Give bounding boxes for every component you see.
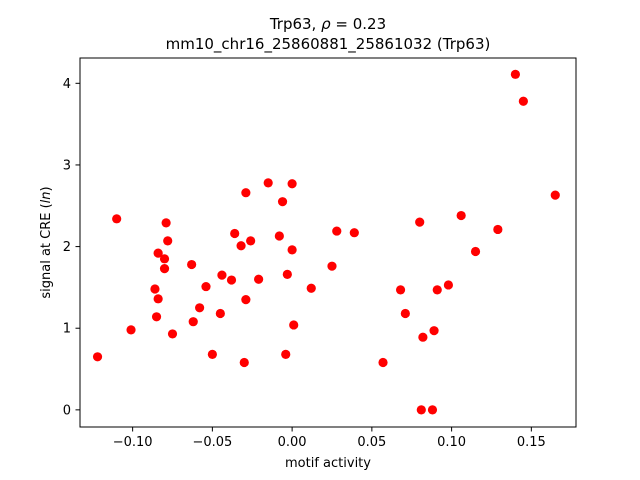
- data-point: [415, 217, 425, 227]
- data-point: [207, 349, 217, 359]
- data-point: [281, 349, 291, 359]
- data-point: [443, 280, 454, 290]
- data-point: [241, 295, 251, 305]
- data-point: [161, 218, 171, 228]
- chart-subtitle: mm10_chr16_25860881_25861032 (Trp63): [166, 35, 491, 54]
- data-point: [230, 228, 240, 239]
- data-point: [418, 332, 428, 342]
- data-point: [126, 325, 136, 335]
- chart-title-suffix: = 0.23: [331, 15, 387, 33]
- x-tick-label: −0.10: [113, 435, 153, 450]
- data-point: [332, 226, 342, 236]
- data-point: [427, 405, 438, 415]
- data-point: [188, 317, 198, 327]
- data-point: [429, 326, 439, 336]
- data-point: [226, 275, 237, 285]
- data-point: [112, 214, 122, 224]
- data-point: [153, 248, 163, 258]
- data-point: [236, 241, 246, 251]
- data-point: [456, 210, 466, 221]
- y-axis-label-suffix: ): [39, 186, 54, 191]
- data-point: [493, 224, 503, 235]
- data-point: [470, 246, 481, 257]
- data-point: [510, 69, 520, 79]
- x-axis-ticks: −0.10 −0.05 0.00 0.05 0.10 0.15: [113, 427, 546, 450]
- x-tick-label: 0.10: [437, 435, 466, 450]
- y-tick-label: 0: [63, 403, 71, 418]
- data-point: [239, 357, 249, 368]
- data-point: [150, 284, 160, 294]
- data-points: [92, 69, 560, 415]
- y-tick-label: 2: [63, 240, 71, 255]
- data-point: [92, 352, 103, 362]
- data-point: [159, 264, 170, 274]
- y-tick-label: 1: [63, 322, 71, 337]
- x-axis-label: motif activity: [285, 456, 371, 471]
- data-point: [254, 274, 264, 284]
- data-point: [282, 269, 292, 279]
- data-point: [246, 236, 256, 246]
- data-point: [550, 190, 560, 200]
- chart-title-rho: ρ: [321, 15, 331, 33]
- y-axis-label: signal at CRE (ln): [39, 186, 54, 298]
- data-point: [432, 285, 442, 295]
- y-axis-label-unit: ln: [39, 191, 54, 203]
- y-tick-label: 3: [63, 158, 71, 173]
- data-point: [163, 236, 173, 246]
- data-point: [153, 294, 163, 304]
- data-point: [187, 259, 197, 270]
- data-point: [400, 308, 410, 319]
- data-point: [215, 308, 225, 319]
- data-point: [327, 261, 337, 271]
- data-point: [287, 179, 297, 189]
- data-point: [274, 231, 284, 241]
- data-point: [277, 197, 288, 207]
- x-tick-label: 0.00: [278, 435, 307, 450]
- data-point: [349, 228, 359, 238]
- data-point: [241, 188, 251, 198]
- x-tick-label: −0.05: [192, 435, 232, 450]
- y-tick-label: 4: [63, 77, 71, 92]
- data-point: [289, 320, 299, 330]
- chart-title: Trp63, ρ = 0.23: [269, 15, 386, 33]
- data-point: [378, 357, 388, 368]
- data-point: [159, 254, 170, 264]
- data-point: [306, 283, 316, 293]
- y-axis-ticks: 0 1 2 3 4: [63, 77, 80, 418]
- data-point: [151, 312, 162, 322]
- x-tick-label: 0.05: [357, 435, 386, 450]
- data-point: [195, 303, 205, 313]
- data-point: [416, 405, 426, 415]
- y-axis-label-prefix: signal at CRE (: [39, 203, 54, 298]
- data-point: [201, 281, 211, 292]
- x-tick-label: 0.15: [517, 435, 546, 450]
- data-point: [217, 270, 227, 280]
- data-point: [395, 285, 406, 295]
- plot-frame: [79, 57, 577, 428]
- data-point: [287, 245, 297, 255]
- data-point: [263, 178, 273, 188]
- data-point: [518, 96, 528, 106]
- data-point: [167, 329, 178, 339]
- chart-title-prefix: Trp63,: [269, 15, 321, 33]
